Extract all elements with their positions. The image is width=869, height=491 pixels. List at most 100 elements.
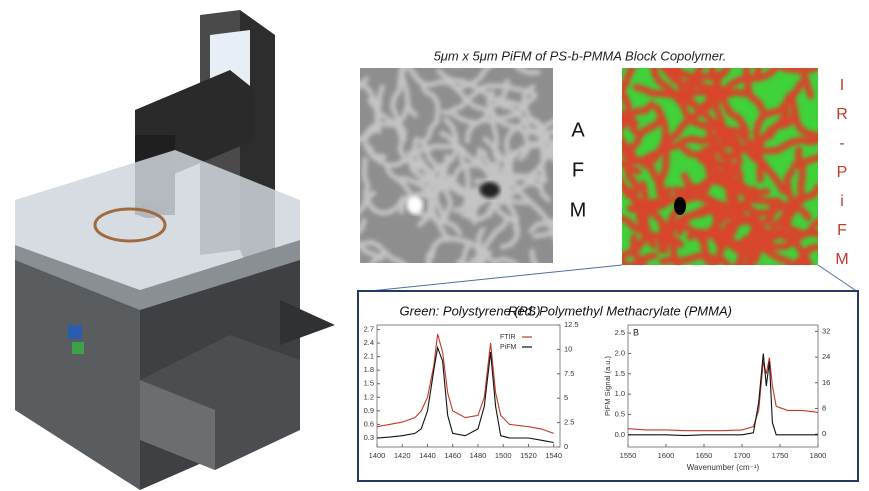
x-tick-label: 1700 (734, 451, 751, 460)
y-tick-label: 1.5 (615, 369, 625, 378)
stripe (674, 68, 696, 105)
afm-image (306, 5, 553, 263)
stripe (492, 256, 518, 263)
connector (817, 264, 859, 293)
pifm-letter: - (839, 135, 844, 152)
stripe (642, 101, 714, 169)
y-tick-label: 1.2 (364, 392, 374, 401)
stripe (755, 104, 799, 183)
stripe (384, 162, 433, 228)
pifm-letter: M (835, 251, 848, 268)
stripe (626, 204, 681, 265)
pifm-letter: P (837, 164, 848, 181)
stripe (526, 117, 551, 203)
x-tick-label: 1750 (772, 451, 789, 460)
stripe (756, 167, 798, 244)
series-line (628, 353, 818, 437)
stripe (717, 125, 787, 195)
x-tick-label: 1600 (658, 451, 675, 460)
pifm-letter: R (836, 106, 848, 123)
afm-letter: F (572, 159, 584, 181)
plot-frame (627, 324, 819, 448)
stripe (418, 138, 454, 224)
chart-title: Red: Polymethyl Methacrylate (PMMA) (508, 303, 732, 318)
stripe (406, 143, 492, 173)
afm-letter: A (571, 119, 585, 141)
stripe (398, 182, 478, 215)
stripe (306, 5, 371, 64)
stripe (436, 68, 523, 108)
stripe (736, 127, 818, 155)
y-tick-label: 2.5 (615, 328, 625, 337)
stripe (628, 172, 716, 213)
x-tick-label: 1460 (444, 451, 461, 460)
y-tick-label: 0.6 (364, 419, 374, 428)
instrument-render (15, 10, 335, 490)
stripe (677, 88, 751, 137)
stripe (622, 135, 668, 197)
x-tick-label: 1550 (620, 451, 637, 460)
stripe (491, 128, 553, 185)
stripe (464, 93, 538, 144)
plot-frame (376, 324, 561, 448)
stripe (360, 190, 385, 262)
annotation: B (633, 327, 639, 337)
x-tick-label: 1800 (810, 451, 827, 460)
y2-tick-label: 2.5 (564, 418, 574, 427)
stripe (528, 220, 553, 234)
stripe (369, 250, 389, 263)
y-axis-label: PiFM Signal (a.u.) (603, 355, 612, 416)
y2-tick-label: 8 (822, 403, 826, 412)
stripe (692, 103, 743, 180)
x-tick-label: 1480 (470, 451, 487, 460)
x-tick-label: 1400 (369, 451, 386, 460)
y-tick-label: 2.1 (364, 352, 374, 361)
stripe (752, 79, 804, 155)
stripe (622, 252, 658, 265)
y-tick-label: 1.8 (364, 365, 374, 374)
stripe (705, 124, 756, 202)
stripe (514, 68, 541, 76)
stripe (697, 155, 744, 220)
stripe (450, 83, 536, 112)
stripe (482, 136, 512, 217)
y2-tick-label: 12.5 (564, 320, 579, 329)
series-line (627, 357, 819, 432)
legend-label: PiFM (500, 344, 517, 351)
figure-title: 5μm x 5μm PiFM of PS-b-PMMA Block Copoly… (434, 48, 727, 63)
y2-tick-label: 7.5 (564, 369, 574, 378)
stripe (754, 68, 815, 100)
series-line (376, 345, 554, 444)
stripe (776, 68, 818, 74)
stripe (622, 68, 637, 94)
stripe (742, 68, 766, 114)
stripe (399, 68, 418, 118)
x-tick-label: 1650 (696, 451, 713, 460)
x-tick-label: 1520 (520, 451, 537, 460)
stripe (360, 239, 407, 263)
y2-tick-label: 24 (822, 352, 830, 361)
stripe (630, 233, 647, 265)
y-tick-label: 1.0 (615, 389, 625, 398)
y-tick-label: 2.4 (364, 338, 374, 347)
stripe (394, 176, 463, 236)
chart-title: Green: Polystyrene (PS) (400, 303, 541, 318)
legend-label: FTIR (500, 334, 516, 341)
y-tick-label: 0.9 (364, 406, 374, 415)
stripe (425, 246, 485, 263)
stripe (658, 251, 734, 265)
y-tick-label: 0.0 (615, 430, 625, 439)
y-tick-label: 2.7 (364, 325, 374, 334)
x-axis-label: Wavenumber (cm⁻¹) (687, 463, 760, 472)
afm-letter: M (570, 199, 587, 221)
pifm-image (622, 68, 818, 265)
stripe (631, 133, 723, 166)
y-tick-label: 2.0 (615, 348, 625, 357)
y2-tick-label: 16 (822, 378, 830, 387)
stripe (622, 100, 656, 125)
y2-tick-label: 32 (822, 326, 830, 335)
stripe (708, 68, 726, 127)
y-tick-label: 0.5 (615, 409, 625, 418)
connector (359, 264, 623, 293)
